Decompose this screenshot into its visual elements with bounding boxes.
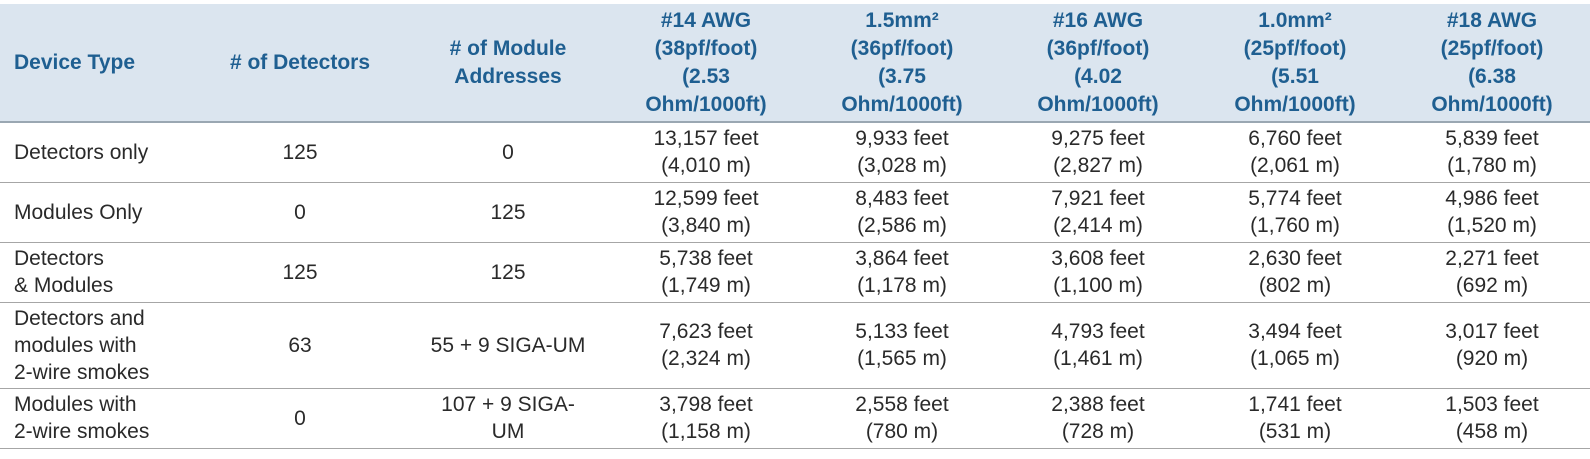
cell-device-type: Detectors only (0, 122, 192, 183)
cell-mm15: 5,133 feet (1,565 m) (804, 302, 1000, 389)
header-mm10: 1.0mm² (25pf/foot) (5.51 Ohm/1000ft) (1196, 4, 1394, 123)
cell-device-type: Detectors and modules with 2-wire smokes (0, 302, 192, 389)
cell-awg18: 2,271 feet (692 m) (1394, 242, 1590, 303)
table-header-row: Device Type # of Detectors # of Module A… (0, 4, 1590, 123)
cell-module-addresses: 125 (408, 242, 608, 303)
cell-awg16: 9,275 feet (2,827 m) (1000, 122, 1196, 183)
table-row-modules-only: Modules Only 0 125 12,599 feet (3,840 m)… (0, 182, 1590, 243)
cell-awg14: 13,157 feet (4,010 m) (608, 122, 804, 183)
cell-awg14: 12,599 feet (3,840 m) (608, 182, 804, 243)
cell-awg18: 3,017 feet (920 m) (1394, 302, 1590, 389)
cell-detectors: 0 (192, 182, 408, 243)
cell-awg18: 5,839 feet (1,780 m) (1394, 122, 1590, 183)
table-row-detectors-only: Detectors only 125 0 13,157 feet (4,010 … (0, 122, 1590, 183)
table-row-modules-2wire: Modules with 2-wire smokes 0 107 + 9 SIG… (0, 388, 1590, 449)
cell-mm10: 6,760 feet (2,061 m) (1196, 122, 1394, 183)
header-device-type: Device Type (0, 4, 192, 123)
cell-module-addresses: 107 + 9 SIGA- UM (408, 388, 608, 449)
cell-detectors: 63 (192, 302, 408, 389)
cell-awg16: 7,921 feet (2,414 m) (1000, 182, 1196, 243)
cell-awg18: 1,503 feet (458 m) (1394, 388, 1590, 449)
cell-awg14: 3,798 feet (1,158 m) (608, 388, 804, 449)
cell-device-type: Detectors & Modules (0, 242, 192, 303)
cell-module-addresses: 55 + 9 SIGA-UM (408, 302, 608, 389)
cell-mm15: 8,483 feet (2,586 m) (804, 182, 1000, 243)
cell-module-addresses: 0 (408, 122, 608, 183)
cell-mm15: 2,558 feet (780 m) (804, 388, 1000, 449)
header-mm15: 1.5mm² (36pf/foot) (3.75 Ohm/1000ft) (804, 4, 1000, 123)
cell-awg14: 7,623 feet (2,324 m) (608, 302, 804, 389)
cell-awg14: 5,738 feet (1,749 m) (608, 242, 804, 303)
header-num-module-addresses: # of Module Addresses (408, 4, 608, 123)
cell-detectors: 125 (192, 122, 408, 183)
cell-awg16: 3,608 feet (1,100 m) (1000, 242, 1196, 303)
header-awg18: #18 AWG (25pf/foot) (6.38 Ohm/1000ft) (1394, 4, 1590, 123)
cell-mm10: 3,494 feet (1,065 m) (1196, 302, 1394, 389)
cell-awg16: 4,793 feet (1,461 m) (1000, 302, 1196, 389)
header-num-detectors: # of Detectors (192, 4, 408, 123)
cell-awg18: 4,986 feet (1,520 m) (1394, 182, 1590, 243)
cell-mm15: 9,933 feet (3,028 m) (804, 122, 1000, 183)
cell-module-addresses: 125 (408, 182, 608, 243)
wire-distance-table: Device Type # of Detectors # of Module A… (0, 4, 1590, 449)
cell-mm15: 3,864 feet (1,178 m) (804, 242, 1000, 303)
table-row-detectors-modules-2wire: Detectors and modules with 2-wire smokes… (0, 302, 1590, 389)
cell-awg16: 2,388 feet (728 m) (1000, 388, 1196, 449)
header-awg16: #16 AWG (36pf/foot) (4.02 Ohm/1000ft) (1000, 4, 1196, 123)
cell-mm10: 2,630 feet (802 m) (1196, 242, 1394, 303)
cell-detectors: 0 (192, 388, 408, 449)
cell-detectors: 125 (192, 242, 408, 303)
cell-mm10: 1,741 feet (531 m) (1196, 388, 1394, 449)
cell-device-type: Modules with 2-wire smokes (0, 388, 192, 449)
header-awg14: #14 AWG (38pf/foot) (2.53 Ohm/1000ft) (608, 4, 804, 123)
cell-mm10: 5,774 feet (1,760 m) (1196, 182, 1394, 243)
table-row-detectors-and-modules: Detectors & Modules 125 125 5,738 feet (… (0, 242, 1590, 303)
cell-device-type: Modules Only (0, 182, 192, 243)
